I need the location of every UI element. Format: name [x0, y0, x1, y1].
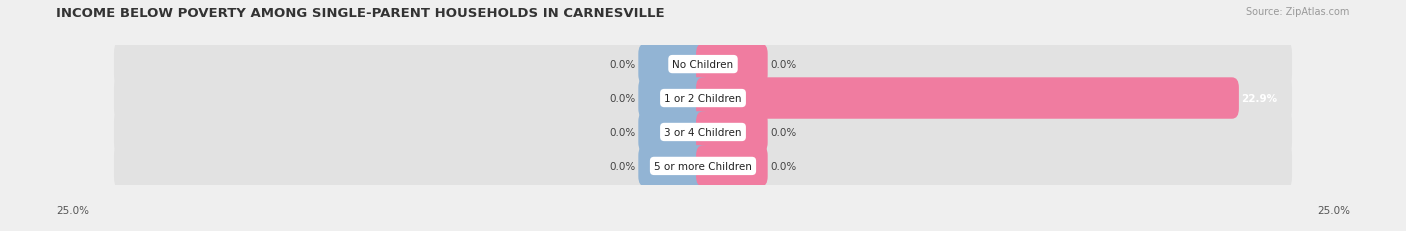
- Text: 0.0%: 0.0%: [610, 60, 636, 70]
- FancyBboxPatch shape: [638, 78, 710, 119]
- FancyBboxPatch shape: [114, 71, 1292, 126]
- Text: 0.0%: 0.0%: [610, 128, 636, 137]
- FancyBboxPatch shape: [114, 139, 1292, 194]
- FancyBboxPatch shape: [638, 44, 710, 85]
- Text: 0.0%: 0.0%: [610, 161, 636, 171]
- Text: Source: ZipAtlas.com: Source: ZipAtlas.com: [1246, 7, 1350, 17]
- Text: 0.0%: 0.0%: [770, 161, 796, 171]
- Text: 3 or 4 Children: 3 or 4 Children: [664, 128, 742, 137]
- FancyBboxPatch shape: [638, 112, 710, 153]
- Text: 25.0%: 25.0%: [56, 205, 89, 215]
- Text: No Children: No Children: [672, 60, 734, 70]
- Text: 1 or 2 Children: 1 or 2 Children: [664, 94, 742, 103]
- Text: INCOME BELOW POVERTY AMONG SINGLE-PARENT HOUSEHOLDS IN CARNESVILLE: INCOME BELOW POVERTY AMONG SINGLE-PARENT…: [56, 7, 665, 20]
- FancyBboxPatch shape: [114, 37, 1292, 92]
- FancyBboxPatch shape: [696, 112, 768, 153]
- Text: 0.0%: 0.0%: [770, 128, 796, 137]
- FancyBboxPatch shape: [696, 146, 768, 187]
- FancyBboxPatch shape: [696, 44, 768, 85]
- Text: 22.9%: 22.9%: [1241, 94, 1277, 103]
- Text: 5 or more Children: 5 or more Children: [654, 161, 752, 171]
- Text: 0.0%: 0.0%: [610, 94, 636, 103]
- FancyBboxPatch shape: [638, 146, 710, 187]
- FancyBboxPatch shape: [696, 78, 1239, 119]
- Text: 25.0%: 25.0%: [1317, 205, 1350, 215]
- FancyBboxPatch shape: [114, 105, 1292, 160]
- Text: 0.0%: 0.0%: [770, 60, 796, 70]
